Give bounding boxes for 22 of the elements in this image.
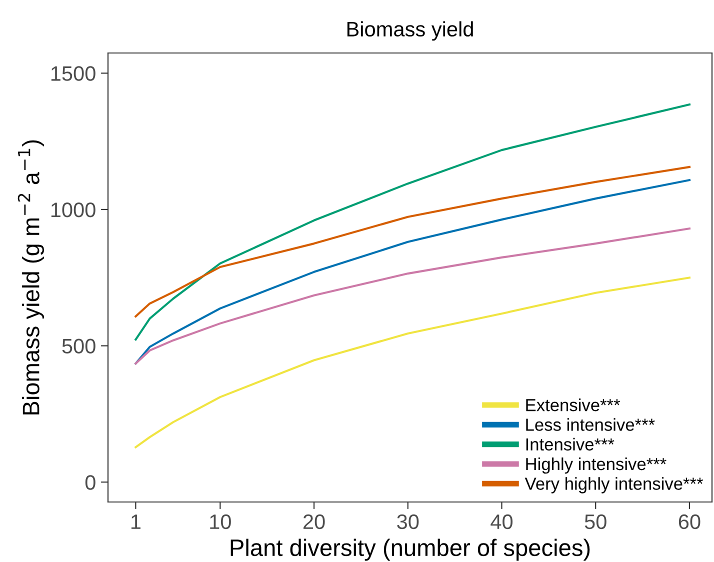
line-series — [134, 166, 691, 318]
legend-label: Highly intensive*** — [526, 457, 666, 474]
legend-label: Less intensive*** — [526, 418, 655, 431]
legend-label: Intensive*** — [526, 438, 614, 451]
y-tick-label: 1000 — [51, 202, 96, 218]
line-series — [134, 103, 691, 341]
legend-label: Very highly intensive*** — [524, 477, 704, 494]
x-tick-label: 20 — [303, 514, 325, 530]
x-tick-label: 30 — [397, 514, 419, 530]
line-series — [134, 228, 691, 365]
x-tick-label: 60 — [678, 514, 700, 530]
y-axis-title: Biomass yield (g m$^{−2}$ a$^{−1}$) — [18, 140, 44, 414]
legend-label: Extensive*** — [526, 398, 620, 412]
y-tick-label: 500 — [62, 338, 96, 354]
chart-title: Biomass yield — [347, 21, 473, 41]
x-axis-title: Plant diversity (number of species) — [230, 538, 590, 561]
y-tick-label: 1500 — [51, 66, 96, 81]
x-tick-label: 10 — [210, 514, 231, 530]
x-tick-label: 40 — [490, 514, 513, 530]
x-tick-label: 1 — [131, 514, 140, 529]
x-tick-label: 50 — [584, 514, 606, 530]
y-tick-label: 0 — [85, 475, 96, 490]
